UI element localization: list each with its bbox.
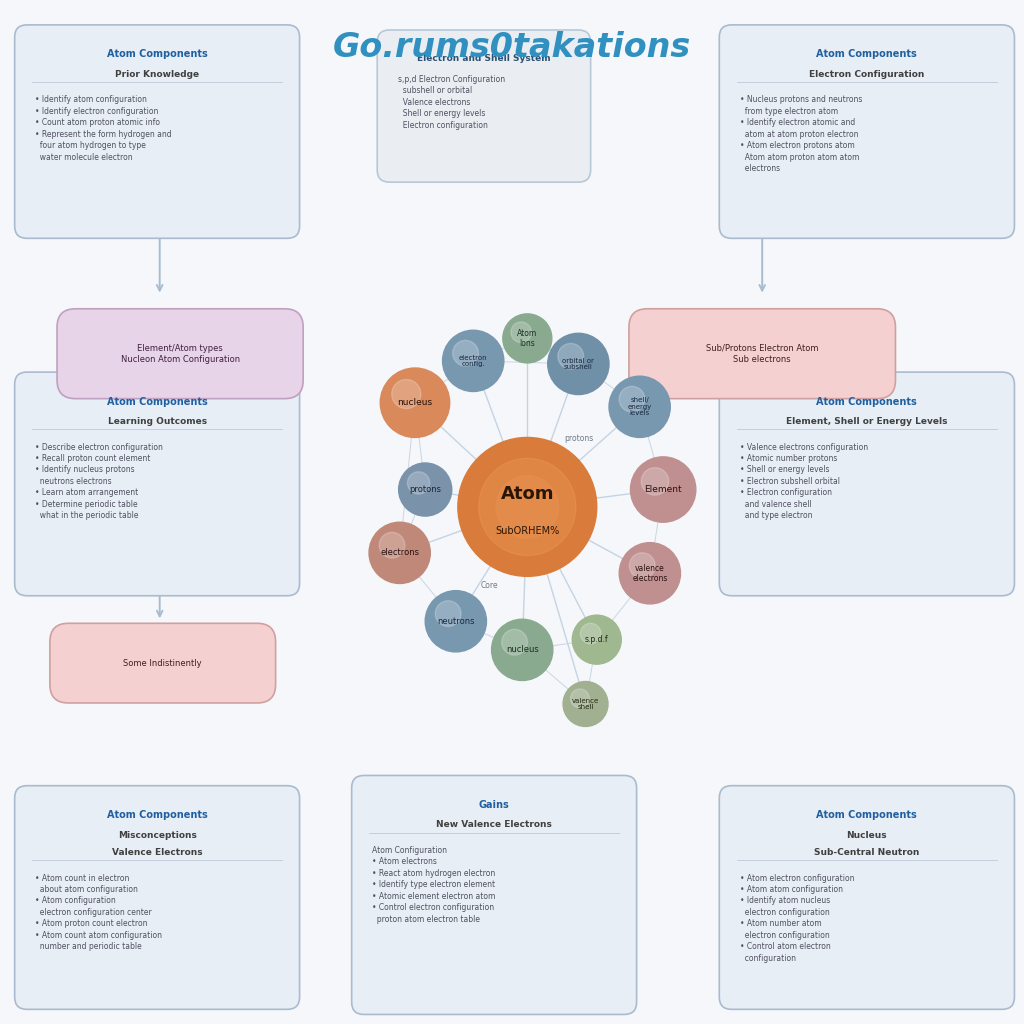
- Circle shape: [435, 601, 461, 627]
- Text: valence
electrons: valence electrons: [632, 564, 668, 583]
- Text: Atom Configuration
• Atom electrons
• React atom hydrogen electron
• Identify ty: Atom Configuration • Atom electrons • Re…: [372, 846, 496, 924]
- Text: • Atom electron configuration
• Atom atom configuration
• Identify atom nucleus
: • Atom electron configuration • Atom ato…: [739, 873, 854, 963]
- Circle shape: [620, 543, 681, 604]
- Circle shape: [398, 463, 452, 516]
- Text: s.p.d.f: s.p.d.f: [585, 635, 608, 644]
- Text: Element, Shell or Energy Levels: Element, Shell or Energy Levels: [786, 417, 947, 426]
- Text: electron
config.: electron config.: [459, 354, 487, 368]
- FancyBboxPatch shape: [719, 25, 1015, 239]
- Text: Atom Components: Atom Components: [106, 396, 208, 407]
- Text: Some Indistinently: Some Indistinently: [124, 658, 202, 668]
- Circle shape: [458, 437, 597, 577]
- Circle shape: [369, 522, 430, 584]
- Text: New Valence Electrons: New Valence Electrons: [436, 820, 552, 829]
- Text: Valence Electrons: Valence Electrons: [112, 848, 203, 857]
- Text: Electron and Shell System: Electron and Shell System: [417, 54, 551, 63]
- FancyBboxPatch shape: [50, 624, 275, 702]
- Circle shape: [442, 330, 504, 391]
- Circle shape: [453, 340, 478, 366]
- Text: Atom Components: Atom Components: [816, 810, 918, 820]
- Text: electrons: electrons: [380, 548, 419, 557]
- Text: nucleus: nucleus: [397, 398, 432, 408]
- Text: Prior Knowledge: Prior Knowledge: [115, 70, 200, 79]
- Text: Atom
Ions: Atom Ions: [517, 329, 538, 348]
- FancyBboxPatch shape: [14, 785, 300, 1010]
- Text: SubORHEM%: SubORHEM%: [496, 526, 559, 537]
- FancyBboxPatch shape: [14, 372, 300, 596]
- Circle shape: [496, 475, 558, 539]
- Text: Atom Components: Atom Components: [816, 49, 918, 59]
- Circle shape: [558, 343, 584, 369]
- FancyBboxPatch shape: [377, 30, 591, 182]
- Text: orbital or
subshell: orbital or subshell: [562, 357, 594, 370]
- Circle shape: [563, 682, 608, 726]
- Text: Nucleus: Nucleus: [847, 830, 887, 840]
- Text: shell/
energy
levels: shell/ energy levels: [628, 397, 652, 417]
- Circle shape: [408, 472, 430, 494]
- Text: • Valence electrons configuration
• Atomic number protons
• Shell or energy leve: • Valence electrons configuration • Atom…: [739, 442, 868, 520]
- FancyBboxPatch shape: [351, 775, 637, 1015]
- Circle shape: [630, 553, 655, 579]
- Text: • Identify atom configuration
• Identify electron configuration
• Count atom pro: • Identify atom configuration • Identify…: [35, 95, 172, 162]
- Text: Atom Components: Atom Components: [816, 396, 918, 407]
- Circle shape: [392, 380, 421, 409]
- Text: Sub-Central Neutron: Sub-Central Neutron: [814, 848, 920, 857]
- Circle shape: [570, 689, 590, 708]
- Circle shape: [379, 532, 404, 558]
- Circle shape: [425, 591, 486, 652]
- Text: Go.rums0takations: Go.rums0takations: [333, 31, 691, 63]
- Text: s,p,d Electron Configuration
  subshell or orbital
  Valence electrons
  Shell o: s,p,d Electron Configuration subshell or…: [397, 75, 505, 130]
- Text: protons: protons: [410, 485, 441, 494]
- Text: nucleus: nucleus: [506, 645, 539, 654]
- Text: neutrons: neutrons: [437, 616, 474, 626]
- Circle shape: [609, 376, 671, 437]
- Text: Learning Outcomes: Learning Outcomes: [108, 417, 207, 426]
- FancyBboxPatch shape: [14, 25, 300, 239]
- Circle shape: [641, 468, 669, 495]
- Circle shape: [492, 620, 553, 681]
- Text: Core: Core: [480, 581, 499, 590]
- Text: protons: protons: [564, 434, 593, 443]
- Text: • Describe electron configuration
• Recall proton count element
• Identify nucle: • Describe electron configuration • Reca…: [35, 442, 163, 520]
- Text: Gains: Gains: [479, 800, 510, 810]
- Text: Element: Element: [644, 485, 682, 494]
- Text: • Atom count in electron
  about atom configuration
• Atom configuration
  elect: • Atom count in electron about atom conf…: [35, 873, 162, 951]
- Text: Electron Configuration: Electron Configuration: [809, 70, 925, 79]
- Circle shape: [581, 624, 601, 644]
- Circle shape: [572, 615, 622, 665]
- Circle shape: [380, 368, 450, 437]
- Circle shape: [478, 459, 575, 555]
- Text: Element/Atom types
Nucleon Atom Configuration: Element/Atom types Nucleon Atom Configur…: [121, 344, 240, 364]
- Circle shape: [511, 322, 531, 343]
- FancyBboxPatch shape: [719, 372, 1015, 596]
- Circle shape: [631, 457, 696, 522]
- FancyBboxPatch shape: [57, 309, 303, 398]
- FancyBboxPatch shape: [719, 785, 1015, 1010]
- Text: Misconceptions: Misconceptions: [118, 830, 197, 840]
- Text: Sub/Protons Electron Atom
Sub electrons: Sub/Protons Electron Atom Sub electrons: [706, 344, 818, 364]
- Circle shape: [502, 630, 527, 655]
- FancyBboxPatch shape: [629, 309, 895, 398]
- Text: Atom Components: Atom Components: [106, 810, 208, 820]
- Text: Atom: Atom: [501, 485, 554, 504]
- Circle shape: [503, 314, 552, 362]
- Circle shape: [620, 386, 645, 412]
- Circle shape: [548, 333, 609, 394]
- Text: • Nucleus protons and neutrons
  from type electron atom
• Identify electron ato: • Nucleus protons and neutrons from type…: [739, 95, 862, 173]
- Text: valence
shell: valence shell: [571, 697, 599, 711]
- Text: Atom Components: Atom Components: [106, 49, 208, 59]
